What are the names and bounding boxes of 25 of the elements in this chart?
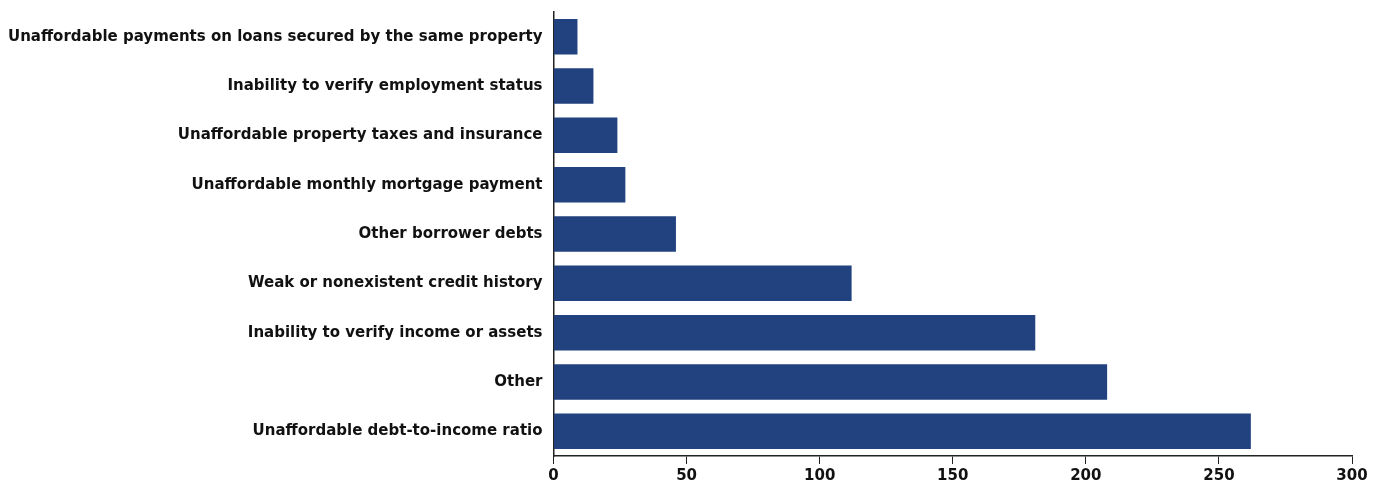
x-tick-label: 0 <box>548 465 559 484</box>
bar <box>554 265 852 302</box>
x-tick-label: 250 <box>1203 465 1235 484</box>
x-tick-label: 50 <box>676 465 698 484</box>
bar <box>554 166 626 203</box>
bar <box>554 364 1108 400</box>
bar <box>554 18 578 55</box>
y-tick-label: Other borrower debts <box>358 223 543 242</box>
y-tick-label: Unaffordable payments on loans secured by the same property <box>7 26 543 45</box>
y-tick-label: Unaffordable debt-to-income ratio <box>252 421 543 440</box>
y-tick-label: Inability to verify employment status <box>227 75 543 94</box>
x-tick-label: 200 <box>1070 465 1102 484</box>
bar <box>554 314 1036 351</box>
bar <box>554 117 618 154</box>
y-tick-label: Unaffordable monthly mortgage payment <box>191 174 543 193</box>
x-tick-label: 100 <box>804 465 836 484</box>
x-tick-label: 150 <box>937 465 969 484</box>
bar <box>554 413 1251 450</box>
y-tick-label: Unaffordable property taxes and insurance <box>177 125 543 144</box>
y-tick-label: Other <box>494 371 544 390</box>
bar <box>554 216 676 252</box>
x-tick-label: 300 <box>1336 465 1368 484</box>
y-tick-label: Weak or nonexistent credit history <box>247 273 543 292</box>
bar <box>554 68 594 104</box>
y-tick-label: Inability to verify income or assets <box>247 322 543 341</box>
